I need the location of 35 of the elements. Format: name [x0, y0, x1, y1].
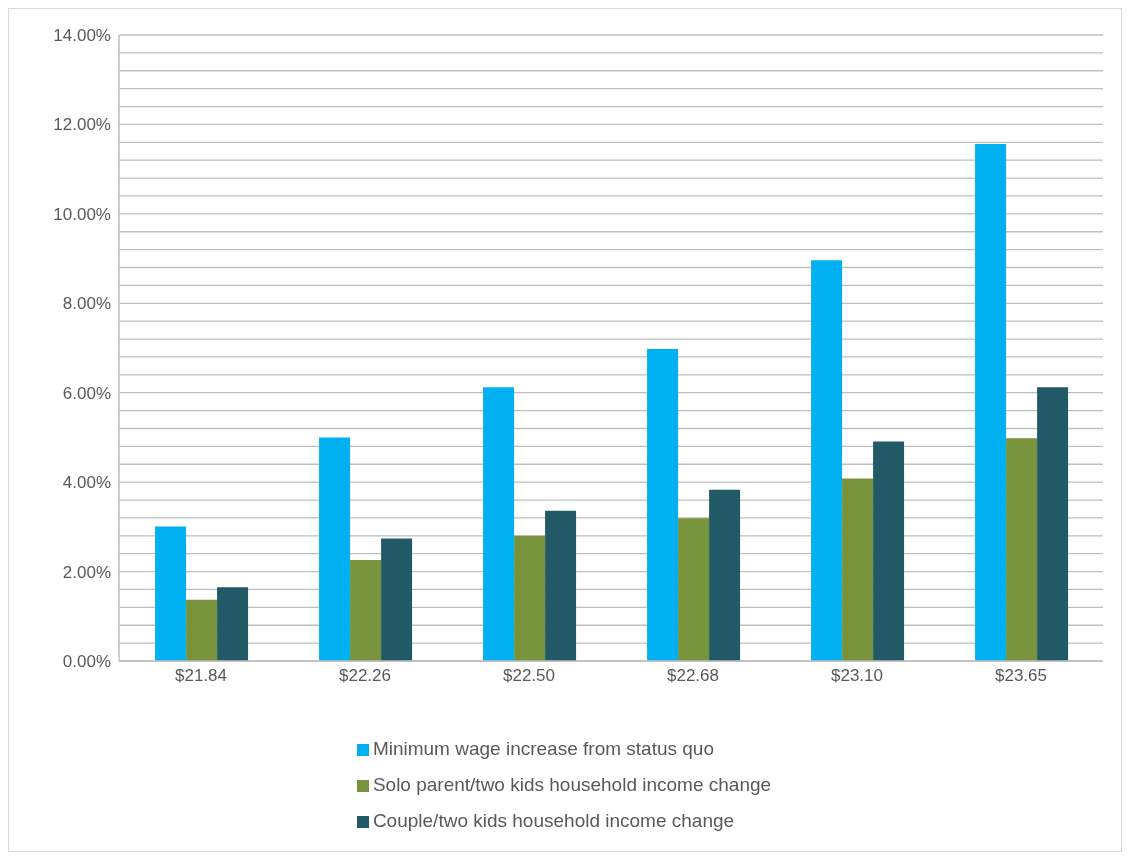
x-tick-label: $22.26	[339, 666, 391, 686]
y-tick-label: 12.00%	[53, 115, 111, 135]
legend-label: Minimum wage increase from status quo	[372, 738, 714, 759]
bar	[678, 518, 710, 661]
y-tick-label: 10.00%	[53, 204, 111, 224]
bar	[186, 599, 218, 661]
y-tick-label: 0.00%	[62, 652, 111, 672]
x-tick-label: $22.50	[503, 666, 555, 686]
bar	[842, 478, 874, 661]
bar	[155, 526, 187, 661]
bar	[975, 144, 1007, 661]
y-tick-label: 2.00%	[62, 562, 111, 582]
legend-label: Solo parent/two kids household income change	[372, 774, 772, 795]
bar	[350, 559, 382, 661]
bar	[873, 441, 905, 661]
x-tick-label: $22.68	[667, 666, 719, 686]
legend-label: Couple/two kids household income change	[372, 810, 735, 831]
bar	[217, 587, 249, 661]
bar	[811, 260, 843, 661]
bar	[381, 538, 413, 661]
bar	[319, 437, 351, 661]
x-tick-label: $23.65	[995, 666, 1047, 686]
bar	[1037, 387, 1069, 661]
y-tick-label: 8.00%	[62, 294, 111, 314]
y-tick-label: 14.00%	[53, 26, 111, 46]
bar	[545, 510, 577, 661]
y-tick-label: 4.00%	[62, 473, 111, 493]
x-tick-label: $21.84	[175, 666, 227, 686]
bar	[709, 489, 741, 661]
x-tick-label: $23.10	[831, 666, 883, 686]
bar	[647, 348, 679, 661]
y-tick-label: 6.00%	[62, 383, 111, 403]
bar	[1006, 438, 1038, 661]
bar	[514, 535, 546, 661]
bar	[483, 387, 515, 661]
